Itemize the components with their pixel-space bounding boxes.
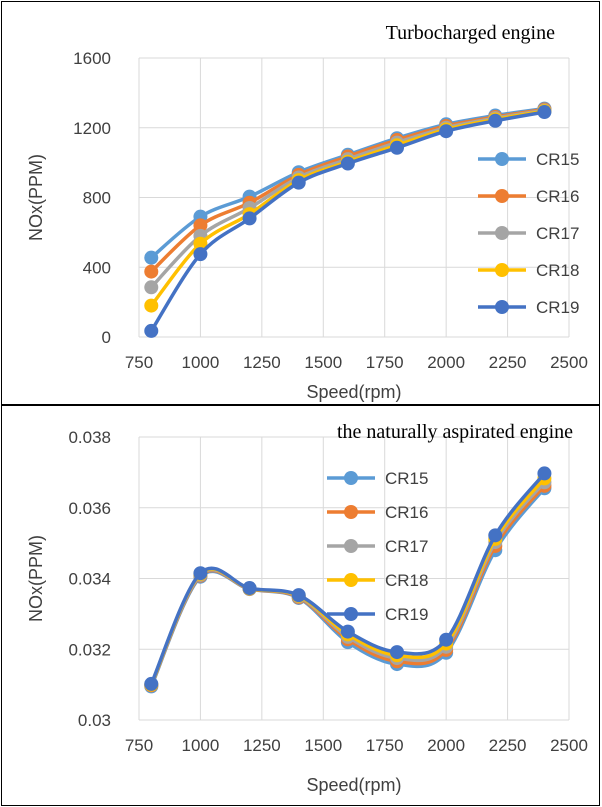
y-tick-label: 1200	[73, 119, 111, 138]
chart-title: Turbocharged engine	[386, 22, 556, 44]
y-tick-label: 0.036	[68, 499, 111, 518]
legend-swatch-marker	[344, 607, 358, 621]
legend-swatch-marker	[344, 471, 358, 485]
data-point-cr19	[291, 588, 306, 603]
x-tick-label: 2500	[550, 353, 588, 372]
y-axis-title: NOx(PPM)	[26, 154, 46, 241]
x-tick-label: 2000	[427, 736, 465, 755]
series-line-cr16	[150, 107, 545, 273]
legend-label: CR16	[536, 187, 579, 206]
legend-swatch-marker	[344, 573, 358, 587]
legend-label: CR17	[385, 537, 428, 556]
legend-swatch-marker	[495, 189, 509, 203]
y-tick-label: 0.032	[68, 640, 111, 659]
series-line-cr18	[149, 109, 545, 307]
y-tick-label: 0.038	[68, 428, 111, 447]
legend-label: CR19	[385, 605, 428, 624]
legend-swatch-marker	[495, 226, 509, 240]
data-point-cr19	[537, 466, 552, 481]
chart-title: the naturally aspirated engine	[337, 421, 573, 443]
y-tick-label: 0.03	[78, 711, 111, 730]
legend-label: CR18	[385, 571, 428, 590]
legend-swatch-marker	[495, 300, 509, 314]
data-point-cr19	[390, 140, 404, 155]
x-tick-label: 2250	[489, 353, 527, 372]
y-tick-label: 0.034	[68, 570, 111, 589]
y-tick-label: 1600	[73, 49, 111, 68]
y-tick-label: 0	[102, 328, 111, 347]
turbocharged-chart: 750 1000 1250 1500 1750 2000 2250 2500 0 400 800 12…	[26, 22, 588, 402]
data-point-cr18	[144, 298, 159, 313]
x-tick-label: 2250	[489, 736, 527, 755]
series-line-cr17	[150, 108, 545, 289]
data-point-cr17	[144, 280, 159, 295]
data-point-cr19	[340, 156, 355, 171]
legend-swatch-marker	[495, 263, 509, 277]
data-point-cr19	[291, 175, 306, 190]
y-tick-label: 400	[83, 258, 111, 277]
data-point-cr19	[488, 113, 503, 128]
legend-swatch-marker	[344, 505, 358, 519]
legend-swatch-marker	[495, 152, 509, 166]
legend-label: CR19	[536, 298, 579, 317]
legend-label: CR18	[536, 261, 579, 280]
data-point-cr19	[537, 105, 552, 120]
x-tick-label: 1250	[243, 353, 281, 372]
x-tick-label: 2500	[550, 736, 588, 755]
x-axis-title: Speed(rpm)	[306, 775, 401, 795]
legend-swatch-marker	[344, 539, 358, 553]
data-point-cr19	[439, 124, 454, 139]
data-point-cr19	[439, 632, 454, 647]
naturally-aspirated-chart: 750 1000 1250 1500 1750 2000 2250 2500 0.03 0.032…	[26, 421, 588, 795]
legend-label: CR16	[385, 503, 428, 522]
data-point-cr16	[193, 218, 208, 233]
x-tick-label: 1000	[182, 353, 220, 372]
data-point-cr19	[488, 528, 503, 543]
data-point-cr19	[193, 247, 208, 262]
x-axis-title: Speed(rpm)	[306, 382, 401, 402]
data-point-cr19	[144, 323, 159, 338]
x-tick-label: 1500	[304, 353, 342, 372]
x-tick-label: 1000	[182, 736, 220, 755]
y-tick-label: 800	[83, 189, 111, 208]
naturally-aspirated-chart-panel: 750 1000 1250 1500 1750 2000 2250 2500 0.03 0.032…	[1, 405, 600, 806]
turbocharged-chart-panel: 750 1000 1250 1500 1750 2000 2250 2500 0 400 800 12…	[1, 1, 600, 405]
legend-label: CR15	[385, 469, 428, 488]
data-point-cr19	[390, 645, 404, 660]
data-point-cr19	[242, 211, 257, 226]
x-tick-label: 750	[125, 736, 153, 755]
x-tick-label: 1750	[366, 353, 404, 372]
data-point-cr19	[340, 624, 355, 639]
data-point-cr19	[144, 676, 159, 691]
data-point-cr19	[242, 581, 257, 596]
x-tick-label: 2000	[427, 353, 465, 372]
x-tick-label: 750	[125, 353, 153, 372]
y-axis-title: NOx(PPM)	[26, 535, 46, 622]
x-tick-label: 1750	[366, 736, 404, 755]
data-point-cr18	[193, 236, 208, 251]
data-point-cr16	[144, 264, 159, 279]
x-tick-label: 1500	[304, 736, 342, 755]
data-point-cr15	[144, 250, 159, 265]
legend-label: CR17	[536, 224, 579, 243]
x-tick-label: 1250	[243, 736, 281, 755]
legend-label: CR15	[536, 150, 579, 169]
data-point-cr19	[193, 566, 208, 581]
